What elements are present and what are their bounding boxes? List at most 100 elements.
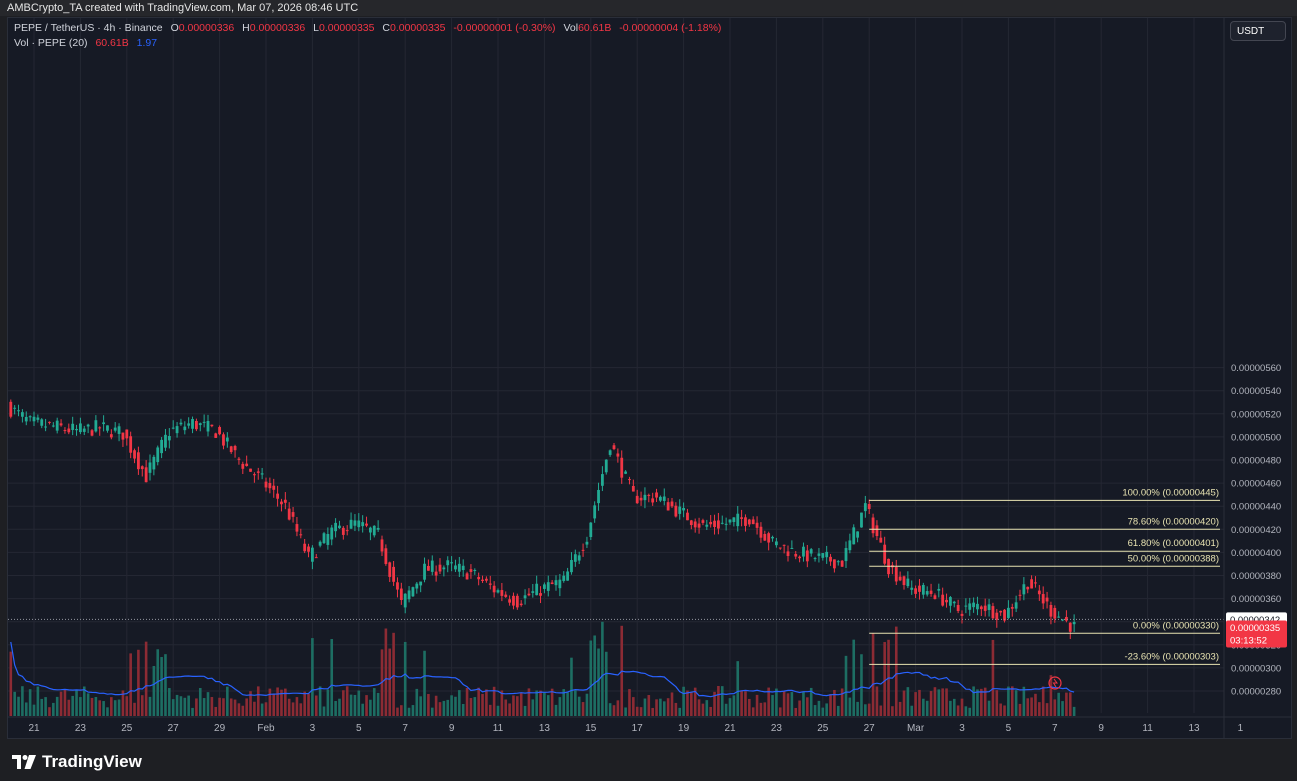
volume-bar	[67, 699, 71, 716]
candle-body	[465, 573, 469, 580]
candle-body	[991, 606, 995, 619]
volume-bar	[894, 626, 898, 716]
volume-bar	[423, 650, 426, 716]
volume-bar	[728, 698, 732, 716]
candle-body	[303, 543, 307, 552]
candle-body	[55, 420, 59, 431]
volume-bar	[624, 707, 627, 716]
candle-body	[701, 520, 705, 523]
volume-bar	[964, 706, 968, 716]
volume-bar	[929, 691, 933, 716]
volume-bar	[326, 689, 330, 716]
candle-body	[631, 485, 635, 492]
candle-body	[13, 407, 17, 409]
time-tick-label: 15	[585, 723, 597, 734]
candle-body	[407, 590, 411, 600]
candle-body	[546, 582, 550, 591]
time-tick-label: 9	[449, 723, 455, 734]
candle-body	[133, 450, 136, 459]
volume-bar	[937, 689, 941, 716]
legend-open-value: 0.00000336	[178, 22, 235, 34]
candle-body	[388, 562, 392, 577]
price-chart[interactable]: 100.00% (0.00000445) 78.60% (0.00000420) 6…	[8, 18, 1291, 738]
tradingview-brand[interactable]: TradingView	[12, 752, 142, 772]
candle-body	[620, 457, 624, 478]
volume-bar	[817, 700, 821, 716]
candle-body	[59, 423, 63, 426]
candle-body	[1049, 605, 1053, 617]
candle-body	[353, 520, 357, 526]
volume-bar	[724, 703, 728, 716]
candle-body	[488, 583, 492, 585]
candle-body	[195, 420, 198, 430]
chart-caption: AMBCrypto_TA created with TradingView.co…	[0, 0, 1297, 16]
volume-bar	[635, 706, 639, 716]
candle-body	[1072, 621, 1076, 625]
candle-body	[295, 524, 299, 532]
price-tick-label: 0.00000480	[1231, 456, 1281, 467]
legend-low-label: L	[313, 22, 319, 34]
volume-bar	[608, 703, 612, 716]
volume-bar	[214, 706, 218, 716]
volume-bar	[171, 699, 175, 716]
volume-bar	[82, 686, 86, 716]
candle-body	[782, 544, 786, 546]
time-tick-label: 5	[356, 723, 362, 734]
countdown-label: 03:13:52	[1230, 635, 1267, 646]
candle-body	[71, 423, 75, 430]
candle-body	[999, 610, 1003, 613]
legend-high-value: 0.00000336	[249, 22, 306, 34]
candle-body	[747, 519, 751, 525]
volume-bar	[458, 690, 461, 716]
time-axis: 21 23 25 27 29 Feb 3 5 7 9 11 13 15 17 19 21 23 25 27 Mar 3 5…	[8, 18, 1291, 738]
legend-high-label: H	[242, 22, 250, 34]
candle-body	[693, 521, 697, 528]
volume-bar	[311, 638, 314, 716]
volume-bar	[705, 700, 709, 716]
volume-bar	[249, 691, 252, 716]
candle-body	[233, 445, 237, 451]
candle-body	[844, 548, 848, 562]
time-tick-label: 11	[493, 723, 504, 734]
volume-bar	[732, 695, 736, 716]
volume-bar	[144, 641, 148, 716]
volume-bar	[612, 705, 616, 716]
fib-level-label: -23.60% (0.00000303)	[1124, 651, 1219, 662]
volume-bar	[949, 700, 952, 716]
candle-body	[1003, 609, 1006, 621]
volume-bar	[256, 686, 260, 716]
volume-bar	[32, 704, 36, 716]
candle-body	[871, 517, 875, 534]
fib-level-label: 61.80% (0.00000401)	[1128, 538, 1219, 549]
volume-bar	[229, 698, 233, 716]
candle-body	[979, 606, 983, 610]
candle-body	[1022, 584, 1026, 595]
candle-body	[1010, 607, 1014, 609]
volume-bar	[299, 703, 303, 716]
fibonacci-levels: 100.00% (0.00000445) 78.60% (0.00000420) 6…	[869, 487, 1220, 665]
volume-bar	[125, 696, 129, 716]
fib-level-label: 0.00% (0.00000330)	[1133, 620, 1219, 631]
time-tick-label: 1	[1238, 723, 1244, 734]
candle-body	[709, 521, 713, 525]
volume-bar	[434, 695, 438, 716]
price-tick-label: 0.00000280	[1231, 687, 1281, 698]
candle-body	[925, 591, 929, 595]
volume-bar	[659, 698, 662, 716]
volume-bar	[539, 690, 542, 716]
candle-body	[751, 519, 755, 525]
volume-bar	[991, 639, 995, 716]
candle-body	[515, 595, 519, 608]
candle-body	[504, 594, 508, 597]
currency-button[interactable]: USDT	[1230, 21, 1286, 41]
volume-bar	[1061, 701, 1064, 716]
candle-body	[438, 564, 442, 572]
candle-body	[856, 531, 859, 538]
candle-body	[775, 541, 778, 546]
chart-area[interactable]: 100.00% (0.00000445) 78.60% (0.00000420) 6…	[7, 17, 1292, 739]
volume-bar	[546, 695, 550, 716]
candle-body	[311, 547, 314, 562]
candle-body	[573, 554, 577, 562]
volume-bar	[241, 705, 245, 716]
volume-bar	[856, 701, 859, 716]
